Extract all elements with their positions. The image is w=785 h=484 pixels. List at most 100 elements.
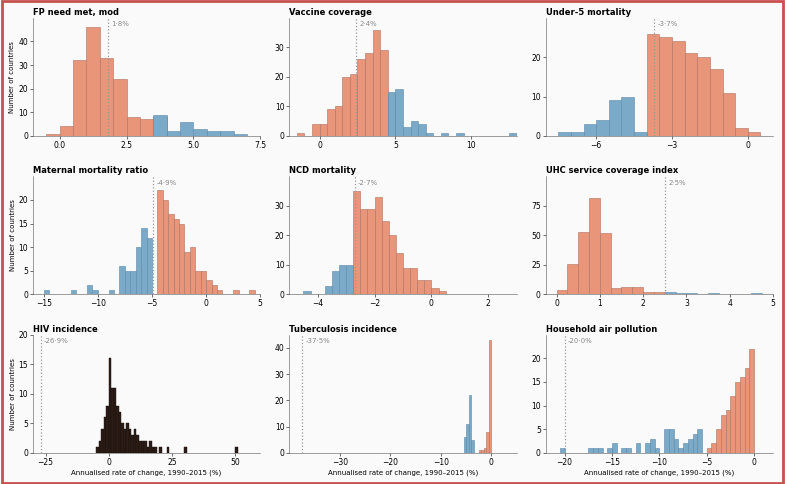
Bar: [659, 37, 672, 136]
Bar: [353, 191, 360, 294]
Bar: [346, 265, 353, 294]
Bar: [325, 286, 332, 294]
Bar: [432, 288, 439, 294]
Bar: [297, 133, 305, 136]
Bar: [396, 89, 403, 136]
Bar: [193, 129, 206, 136]
Text: Under-5 mortality: Under-5 mortality: [546, 8, 631, 17]
Bar: [597, 120, 609, 136]
Bar: [708, 293, 719, 294]
Bar: [750, 349, 754, 453]
Bar: [692, 434, 697, 453]
Bar: [373, 30, 380, 136]
Y-axis label: Number of countries: Number of countries: [9, 358, 16, 430]
Bar: [233, 290, 239, 294]
Bar: [180, 122, 193, 136]
Bar: [589, 197, 600, 294]
Bar: [166, 131, 180, 136]
Bar: [736, 128, 748, 136]
Bar: [688, 439, 692, 453]
Bar: [86, 27, 100, 136]
Bar: [664, 429, 669, 453]
Bar: [697, 57, 710, 136]
Bar: [201, 271, 206, 294]
Text: UHC service coverage index: UHC service coverage index: [546, 166, 678, 176]
Bar: [471, 440, 473, 453]
Bar: [250, 290, 255, 294]
Bar: [466, 424, 469, 453]
Bar: [674, 439, 678, 453]
Bar: [612, 443, 617, 453]
Bar: [367, 209, 374, 294]
Bar: [622, 448, 626, 453]
Bar: [632, 287, 643, 294]
Bar: [350, 74, 357, 136]
Bar: [96, 447, 99, 453]
Bar: [425, 280, 432, 294]
Bar: [593, 448, 598, 453]
Bar: [722, 92, 736, 136]
Bar: [99, 441, 101, 453]
Bar: [645, 443, 650, 453]
Bar: [136, 247, 141, 294]
Bar: [456, 133, 464, 136]
Bar: [388, 94, 396, 136]
Bar: [184, 252, 190, 294]
Bar: [464, 437, 466, 453]
Bar: [721, 415, 725, 453]
Bar: [425, 133, 433, 136]
Bar: [716, 429, 721, 453]
Bar: [211, 285, 217, 294]
Bar: [93, 290, 98, 294]
Bar: [626, 448, 631, 453]
Bar: [44, 290, 49, 294]
Bar: [129, 429, 131, 453]
Bar: [220, 131, 233, 136]
Bar: [598, 448, 603, 453]
Bar: [418, 124, 425, 136]
Bar: [683, 443, 688, 453]
Bar: [634, 132, 647, 136]
Bar: [73, 60, 86, 136]
Bar: [382, 221, 389, 294]
Bar: [736, 382, 740, 453]
Bar: [609, 101, 622, 136]
Bar: [685, 53, 697, 136]
Bar: [489, 340, 491, 453]
Bar: [332, 271, 339, 294]
Bar: [647, 33, 659, 136]
Bar: [725, 410, 731, 453]
Bar: [588, 448, 593, 453]
Y-axis label: Number of countries: Number of countries: [9, 199, 16, 271]
Bar: [101, 429, 104, 453]
Bar: [179, 224, 184, 294]
Bar: [141, 441, 144, 453]
Bar: [411, 121, 418, 136]
Text: 1·8%: 1·8%: [111, 21, 129, 27]
Text: 2·4%: 2·4%: [360, 21, 377, 27]
Bar: [611, 288, 622, 294]
Bar: [710, 69, 722, 136]
Bar: [654, 292, 665, 294]
Bar: [153, 117, 166, 136]
Bar: [312, 124, 319, 136]
Text: Household air pollution: Household air pollution: [546, 325, 657, 334]
Y-axis label: Number of countries: Number of countries: [9, 41, 16, 113]
Bar: [131, 435, 134, 453]
Bar: [327, 109, 334, 136]
Bar: [147, 447, 149, 453]
Bar: [153, 115, 166, 136]
Bar: [100, 58, 113, 136]
Text: Maternal mortality ratio: Maternal mortality ratio: [33, 166, 148, 176]
Bar: [319, 124, 327, 136]
Bar: [686, 293, 697, 294]
Bar: [558, 132, 571, 136]
Bar: [748, 132, 761, 136]
Bar: [339, 265, 346, 294]
Bar: [190, 247, 195, 294]
Bar: [622, 287, 632, 294]
Bar: [636, 443, 641, 453]
Bar: [134, 429, 137, 453]
Bar: [141, 228, 147, 294]
Bar: [126, 117, 140, 136]
